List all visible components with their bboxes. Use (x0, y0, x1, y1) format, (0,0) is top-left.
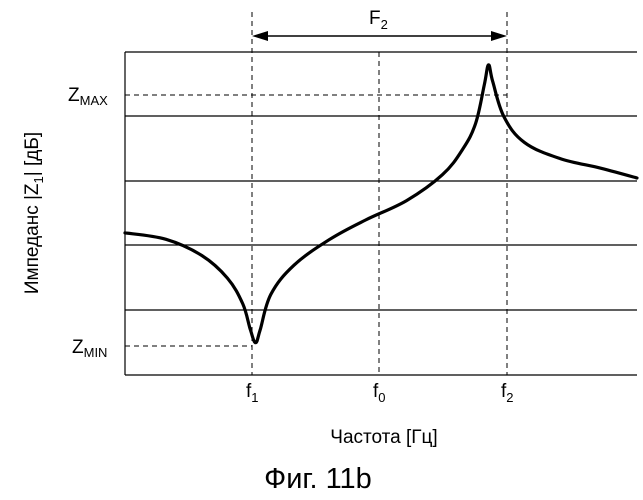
x-tick-f1: f1 (246, 381, 259, 405)
curve-point-14 (462, 148, 464, 150)
impedance-curve (125, 65, 637, 343)
curve-point-16 (484, 84, 486, 86)
x-axis-title: Частота [Гц] (330, 427, 437, 448)
curve-point-11 (365, 219, 367, 221)
curve-point-4 (242, 303, 244, 305)
curve-point-19 (503, 116, 505, 118)
curve-point-8 (270, 294, 272, 296)
curve-point-0 (124, 232, 126, 234)
span-label: F2 (369, 8, 388, 32)
curve-point-18 (492, 80, 494, 82)
curve-point-5 (250, 329, 252, 331)
arrow-left-icon (252, 31, 268, 41)
curve-point-3 (227, 277, 229, 279)
curve-point-1 (165, 239, 167, 241)
y-marker-zmax: ZMAX (68, 85, 108, 108)
curve-point-21 (559, 158, 561, 160)
figure-caption: Фиг. 11b (264, 463, 372, 495)
curve-point-9 (293, 264, 295, 266)
curve-point-12 (406, 200, 408, 202)
curve-point-10 (329, 239, 331, 241)
curve-point-7 (259, 329, 261, 331)
x-tick-f0: f0 (373, 381, 386, 405)
curve-point-23 (636, 177, 638, 179)
curve-point-15 (475, 122, 477, 124)
curve-point-6 (255, 342, 257, 344)
curve-point-20 (524, 142, 526, 144)
span-arrow (252, 31, 507, 41)
curve-point-2 (201, 255, 203, 257)
x-tick-f2: f2 (501, 381, 514, 405)
arrow-right-icon (491, 31, 507, 41)
curve-point-17 (488, 64, 490, 66)
curve-point-22 (600, 168, 602, 170)
curve-points (124, 64, 638, 343)
curve-point-13 (442, 174, 444, 176)
y-marker-zmin: ZMIN (72, 337, 107, 360)
vertical-markers (125, 12, 507, 375)
y-axis-title: Импеданс |Z1| [дБ] (22, 132, 46, 294)
